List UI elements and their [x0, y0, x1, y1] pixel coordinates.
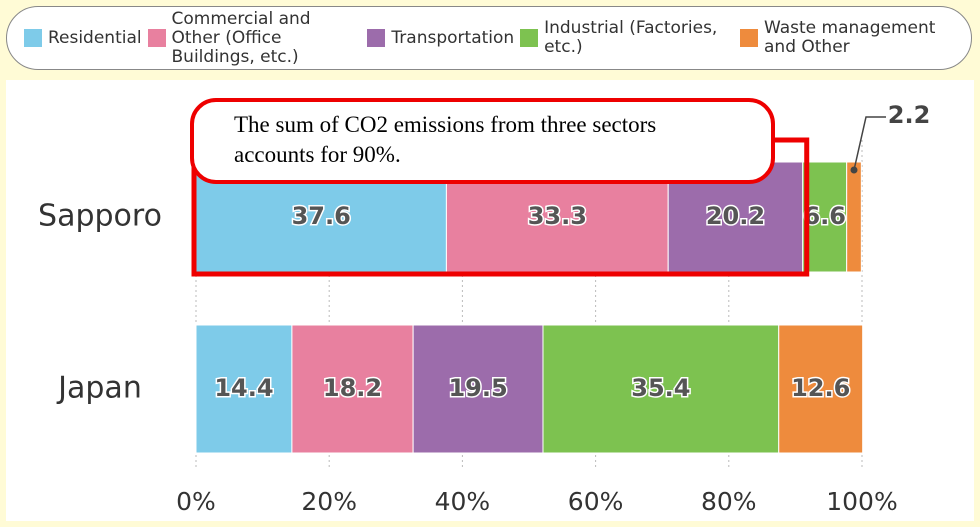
legend-label: Waste management and Other — [764, 19, 954, 57]
legend-item: Transportation — [367, 29, 514, 48]
value-label: 12.6 — [791, 374, 850, 402]
value-label: 20.2 — [706, 202, 765, 230]
legend-swatch — [740, 29, 758, 47]
x-tick-label: 20% — [301, 487, 357, 516]
legend-item: Industrial (Factories, etc.) — [520, 19, 734, 57]
legend-label: Transportation — [391, 29, 514, 48]
category-label: Japan — [56, 371, 142, 406]
value-label: 33.3 — [528, 202, 587, 230]
page: 0% 20% 40% 60% 80% 100% Sapporo 37.6 33.3 20.2 6.6… — [0, 0, 980, 527]
chart: 0% 20% 40% 60% 80% 100% Sapporo 37.6 33.3 20.2 6.6… — [0, 0, 980, 527]
value-label: 35.4 — [631, 374, 690, 402]
legend-item: Waste management and Other — [740, 19, 954, 57]
legend-label: Residential — [48, 29, 142, 48]
value-label: 6.6 — [803, 202, 846, 230]
x-tick-label: 100% — [826, 487, 897, 516]
legend-label: Industrial (Factories, etc.) — [544, 19, 734, 57]
value-label: 37.6 — [292, 202, 351, 230]
x-tick-label: 80% — [701, 487, 757, 516]
x-tick-label: 60% — [568, 487, 624, 516]
value-label: 14.4 — [214, 374, 273, 402]
legend: Residential Commercial and Other (Office … — [6, 6, 972, 70]
category-label: Sapporo — [38, 199, 162, 234]
legend-swatch — [148, 29, 166, 47]
bar-segment — [847, 162, 862, 272]
legend-swatch — [367, 29, 385, 47]
x-tick-label: 0% — [176, 487, 216, 516]
legend-swatch — [520, 29, 538, 47]
value-label: 18.2 — [323, 374, 382, 402]
x-tick-label: 40% — [435, 487, 491, 516]
value-label: 19.5 — [448, 374, 507, 402]
value-label: 2.2 — [888, 101, 931, 129]
legend-item: Commercial and Other (Office Buildings, … — [148, 10, 362, 67]
legend-label: Commercial and Other (Office Buildings, … — [172, 10, 362, 67]
legend-swatch — [24, 29, 42, 47]
annotation: The sum of CO2 emissions from three sect… — [190, 98, 775, 184]
legend-item: Residential — [24, 29, 142, 48]
